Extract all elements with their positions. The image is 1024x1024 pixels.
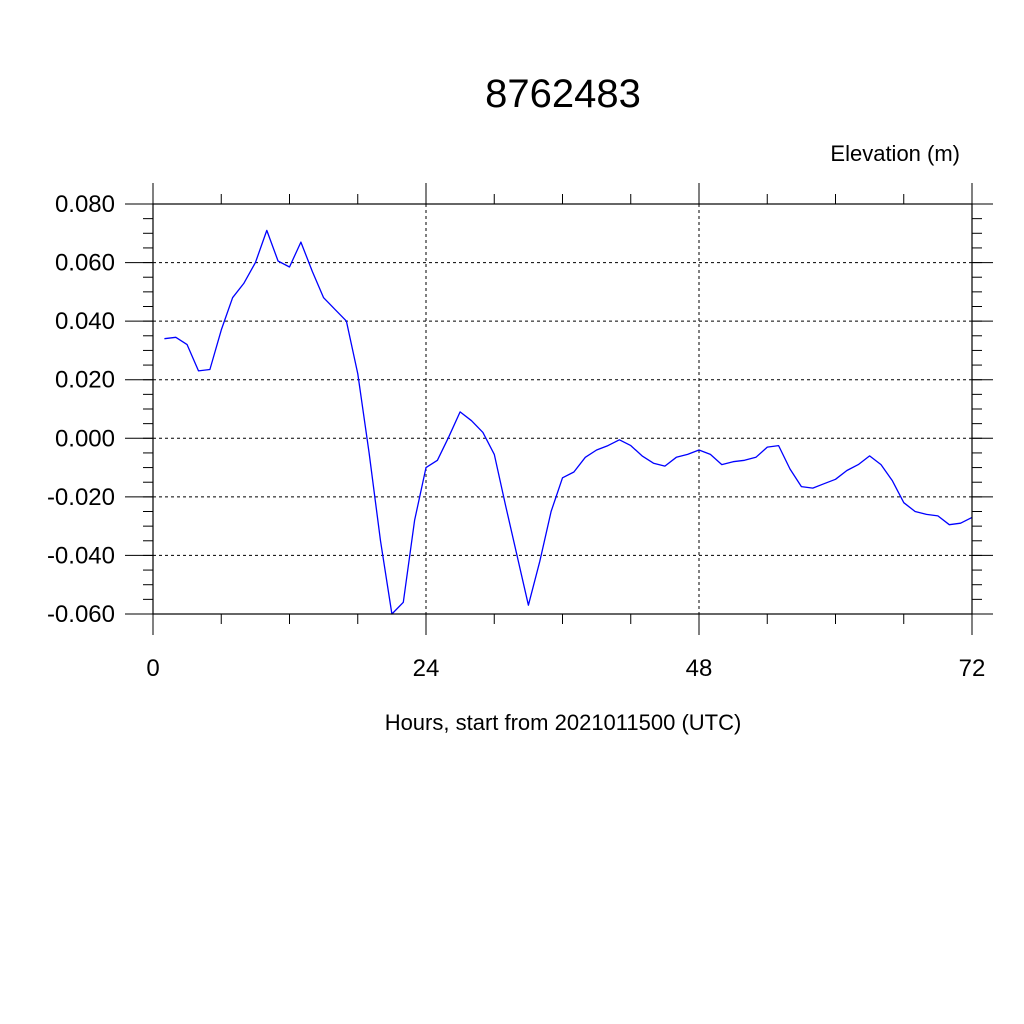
chart-title: 8762483 (485, 72, 641, 116)
y-tick-label: -0.040 (47, 542, 115, 569)
data-series (164, 229, 973, 615)
x-tick-label: 0 (146, 655, 159, 682)
y-tick-label: 0.060 (55, 250, 115, 277)
y-tick-label: 0.020 (55, 367, 115, 394)
y-tick-label: 0.080 (55, 191, 115, 218)
series-line (164, 229, 973, 615)
y-tick-label: -0.020 (47, 484, 115, 511)
plot-border (152, 203, 973, 615)
x-tick-label: 48 (686, 655, 713, 682)
y-tick-label: -0.060 (47, 601, 115, 628)
axis-tick-labels: -0.060 -0.040 -0.020 0.000 0.020 0.040 0.060 0.… (47, 191, 985, 682)
x-axis-label: Hours, start from 2021011500 (UTC) (385, 710, 742, 735)
y-tick-label: 0.040 (55, 308, 115, 335)
axis-ticks (125, 183, 993, 635)
y-axis-label: Elevation (m) (830, 141, 960, 166)
grid-lines (153, 204, 972, 614)
x-tick-label: 24 (413, 655, 440, 682)
y-tick-label: 0.000 (55, 425, 115, 452)
plot-frame (152, 203, 973, 615)
x-tick-label: 72 (959, 655, 986, 682)
